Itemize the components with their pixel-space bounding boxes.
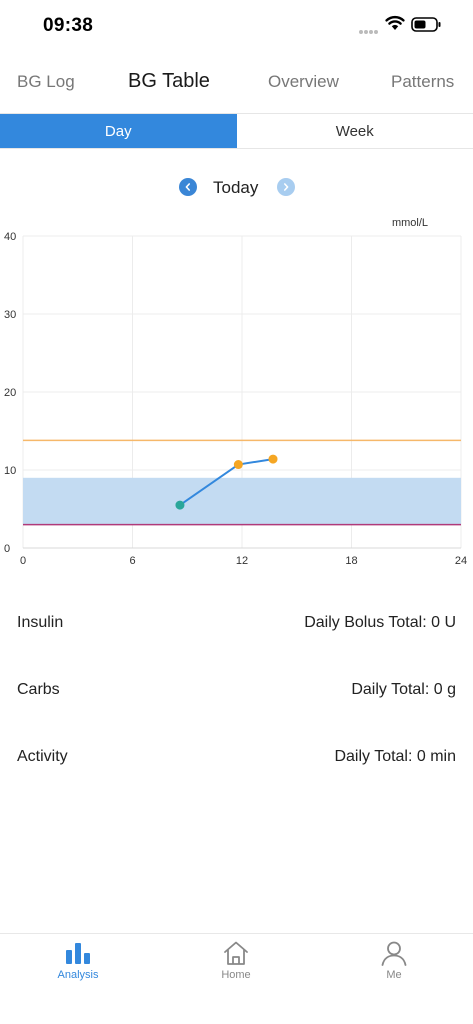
status-bar: 09:38 xyxy=(0,0,473,54)
segment-week[interactable]: Week xyxy=(335,122,374,140)
y-tick-label: 0 xyxy=(4,543,10,555)
insulin-label: Insulin xyxy=(17,614,64,631)
carbs-value: Daily Total: 0 g xyxy=(351,681,456,698)
date-label: Today xyxy=(213,178,259,197)
x-tick-label: 0 xyxy=(20,555,26,567)
tab-patterns[interactable]: Patterns xyxy=(391,72,455,91)
nav-analysis[interactable]: Analysis xyxy=(28,940,128,1000)
date-navigator: Today xyxy=(0,174,473,202)
tab-bg-log[interactable]: BG Log xyxy=(17,72,75,91)
battery-icon xyxy=(411,17,441,37)
tab-overview[interactable]: Overview xyxy=(268,72,339,91)
bar-chart-icon xyxy=(66,943,90,964)
nav-home-label: Home xyxy=(221,969,251,981)
nav-analysis-label: Analysis xyxy=(57,969,99,981)
y-tick-label: 40 xyxy=(4,231,16,243)
unit-label: mmol/L xyxy=(392,217,428,229)
chevron-left-icon xyxy=(185,183,190,191)
carbs-row[interactable]: Carbs Daily Total: 0 g xyxy=(0,677,473,707)
x-tick-label: 18 xyxy=(345,555,357,567)
y-tick-label: 30 xyxy=(4,309,16,321)
day-week-segmented-control: Day Week xyxy=(0,113,473,149)
insulin-value: Daily Bolus Total: 0 U xyxy=(304,614,456,631)
cellular-signal-icon xyxy=(358,22,380,40)
person-icon xyxy=(381,941,407,966)
data-point-3[interactable] xyxy=(268,454,278,464)
data-point-1[interactable] xyxy=(175,500,185,510)
wifi-icon xyxy=(385,15,405,36)
top-tab-bar: BG Log BG Table Overview Patterns xyxy=(0,62,473,104)
segment-day[interactable]: Day xyxy=(0,114,237,148)
data-point-2[interactable] xyxy=(233,460,243,470)
chevron-right-icon xyxy=(284,183,289,191)
target-range-band xyxy=(23,477,461,525)
y-tick-label: 10 xyxy=(4,465,16,477)
x-tick-label: 12 xyxy=(236,555,248,567)
activity-value: Daily Total: 0 min xyxy=(334,748,456,765)
tab-bg-table[interactable]: BG Table xyxy=(128,70,210,92)
nav-me[interactable]: Me xyxy=(344,940,444,1000)
carbs-label: Carbs xyxy=(17,681,60,698)
x-tick-label: 24 xyxy=(455,555,467,567)
insulin-row[interactable]: Insulin Daily Bolus Total: 0 U xyxy=(0,610,473,640)
blood-glucose-chart: 0 10 20 30 40 0 6 12 18 24 mmol/L xyxy=(4,217,467,567)
bottom-navigation: Analysis Home Me xyxy=(0,933,473,1024)
y-tick-label: 20 xyxy=(4,387,16,399)
x-tick-label: 6 xyxy=(129,555,135,567)
activity-label: Activity xyxy=(17,748,68,765)
previous-day-button[interactable] xyxy=(179,178,197,196)
next-day-button[interactable] xyxy=(277,178,295,196)
nav-home[interactable]: Home xyxy=(186,940,286,1000)
activity-row[interactable]: Activity Daily Total: 0 min xyxy=(0,744,473,774)
home-icon xyxy=(224,941,248,965)
nav-me-label: Me xyxy=(386,969,402,981)
status-time: 09:38 xyxy=(43,15,94,36)
